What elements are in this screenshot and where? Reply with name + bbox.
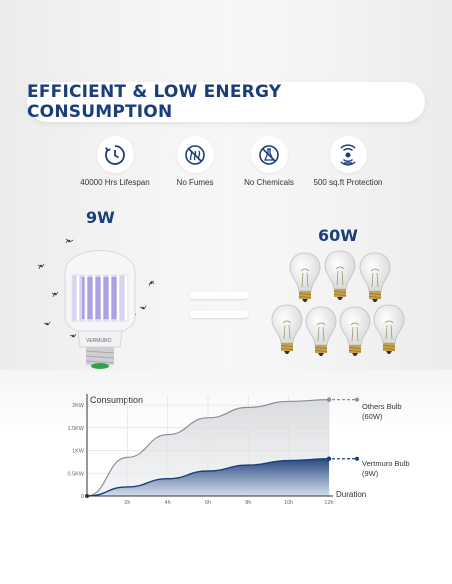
legend-others-watt: (60W) [362, 412, 383, 421]
feature-label: 40000 Hrs Lifespan [80, 178, 150, 187]
x-tick-label: 10h [284, 500, 293, 506]
feature-protection: 500 sq.ft Protection [303, 136, 393, 187]
chart-y-title: Consumption [90, 395, 144, 405]
x-tick-label: 6h [205, 500, 211, 506]
x-tick-label: 12h [324, 500, 333, 506]
legend-vertmuro-watt: (9W) [362, 469, 379, 478]
y-tick-label: 1KW [72, 449, 85, 455]
left-wattage-label: 9W [86, 208, 115, 227]
page-title: EFFICIENT & LOW ENERGY CONSUMPTION [27, 82, 282, 122]
protection-radius-icon [329, 136, 367, 173]
legend-vertmuro: Vertmuro Bulb (9W) [362, 459, 410, 479]
x-tick-label: 8h [245, 500, 251, 506]
right-wattage-label: 60W [318, 226, 358, 245]
svg-text:VERMURO: VERMURO [86, 338, 112, 344]
y-tick-label: 0 [81, 494, 84, 500]
y-tick-label: 1.5KW [67, 426, 84, 432]
legend-others: Others Bulb (60W) [362, 402, 402, 422]
bug-zapper-bulb-image: VERMURO [37, 238, 155, 369]
x-tick-label: 4h [165, 500, 171, 506]
legend-others-name: Others Bulb [362, 402, 402, 411]
feature-label: No Fumes [176, 178, 214, 187]
feature-no-chemicals: No Chemicals [224, 136, 314, 187]
equals-bar-top [190, 292, 248, 299]
legend-vertmuro-name: Vertmuro Bulb [362, 459, 410, 468]
others-legend-dot [355, 397, 359, 402]
no-chemicals-icon [250, 136, 288, 173]
vertmuro-legend-dot [355, 456, 359, 461]
y-tick-label: 2KW [72, 403, 85, 409]
title-banner: EFFICIENT & LOW ENERGY CONSUMPTION [27, 82, 425, 122]
no-fumes-icon [176, 136, 214, 173]
vertmuro-end-point [326, 456, 332, 461]
chart-x-title: Duration [336, 490, 367, 499]
others-line [86, 399, 330, 497]
background-top [0, 0, 452, 400]
feature-no-fumes: No Fumes [150, 136, 240, 187]
feature-label: No Chemicals [244, 178, 294, 187]
vertmuro-area [87, 458, 329, 496]
clock-icon [96, 136, 134, 173]
y-tick-label: 0.5KW [67, 471, 84, 477]
origin-point [85, 494, 89, 498]
others-end-point [326, 397, 332, 402]
vertmuro-line [86, 458, 330, 497]
feature-lifespan: 40000 Hrs Lifespan [70, 136, 160, 187]
feature-label: 500 sq.ft Protection [313, 178, 383, 187]
equals-bar-bottom [190, 311, 248, 318]
x-tick-label: 2h [124, 500, 130, 506]
